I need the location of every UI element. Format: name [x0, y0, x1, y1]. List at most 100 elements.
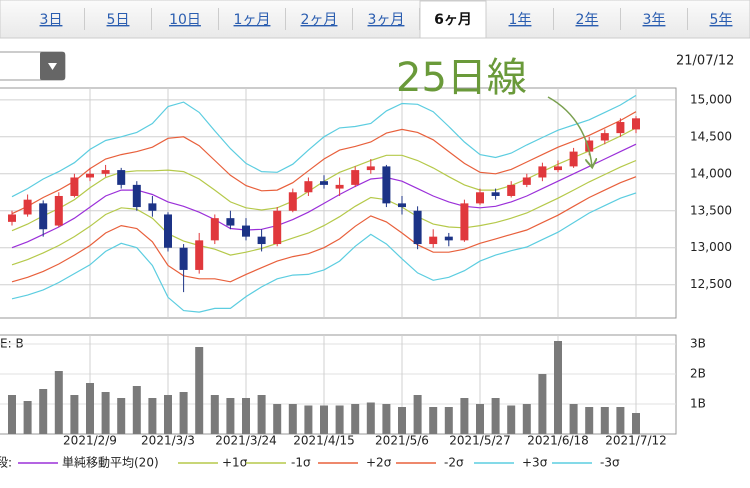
- dropdown-arrow: [48, 63, 57, 70]
- annotation-arrow: [547, 96, 592, 166]
- tab[interactable]: 5日: [107, 12, 130, 28]
- volume-bar: [413, 395, 422, 434]
- volume-bar: [507, 405, 516, 434]
- volume-bar: [117, 398, 126, 434]
- candle-body: [413, 210, 422, 245]
- band-line: [11, 176, 637, 283]
- legend-label: -2σ: [444, 456, 464, 470]
- tab[interactable]: 3日: [40, 12, 63, 28]
- candle-body: [460, 203, 469, 241]
- x-tick-label: 2021/5/6: [375, 434, 429, 448]
- volume-bar: [632, 413, 640, 434]
- candle-body: [101, 170, 110, 174]
- candle-body: [616, 122, 625, 134]
- candle-body: [491, 192, 500, 196]
- candle-body: [554, 166, 562, 171]
- candle-body: [429, 236, 438, 245]
- volume-bar: [210, 395, 219, 434]
- volume-bar: [242, 398, 250, 434]
- candle-body: [382, 166, 391, 204]
- candle-body: [273, 210, 282, 245]
- y-tick-label: 13,500: [690, 203, 732, 217]
- x-tick-label: 2021/4/15: [293, 434, 355, 448]
- volume-bar: [538, 374, 547, 434]
- y-tick-label: 12,500: [690, 277, 732, 291]
- candle-body: [23, 199, 32, 215]
- candle-body: [195, 240, 204, 270]
- band-line: [11, 143, 637, 249]
- candle-body: [569, 151, 578, 167]
- candle-body: [164, 214, 172, 248]
- volume-bar: [8, 395, 16, 434]
- volume-bar: [429, 407, 438, 434]
- active-tab: [419, 0, 487, 39]
- y-tick-label: 14,000: [690, 166, 732, 180]
- candle-body: [304, 181, 313, 193]
- candle-body: [507, 184, 516, 196]
- candle-body: [632, 118, 640, 130]
- y-tick-label: 13,000: [690, 240, 732, 254]
- y-tick-label: 14,500: [690, 129, 732, 143]
- candle-body: [148, 203, 157, 211]
- legend-label: +1σ: [222, 456, 248, 470]
- candle-body: [179, 247, 188, 270]
- volume-bar: [366, 402, 375, 434]
- candle-body: [117, 170, 126, 185]
- candle-body: [70, 177, 79, 196]
- candle-body: [86, 173, 94, 178]
- volume-bar: [522, 404, 531, 434]
- volume-bar: [273, 404, 282, 434]
- tab[interactable]: 6ヶ月: [434, 12, 472, 28]
- volume-bar: [351, 404, 360, 434]
- volume-bar: [476, 404, 484, 434]
- volume-bar: [320, 405, 328, 434]
- volume-bar: [398, 407, 406, 434]
- tab[interactable]: 5年: [710, 12, 733, 28]
- candle-body: [8, 214, 16, 222]
- tab[interactable]: 10日: [169, 12, 201, 28]
- date-label: 21/07/12: [676, 54, 734, 69]
- volume-bar: [382, 404, 391, 434]
- tab[interactable]: 1ヶ月: [234, 12, 271, 28]
- legend-label: 単純移動平均(20): [62, 456, 159, 470]
- volume-bar: [288, 404, 297, 434]
- volume-bar: [616, 407, 625, 434]
- candle-body: [335, 184, 344, 189]
- volume-bar: [101, 392, 110, 434]
- tab[interactable]: 2年: [576, 12, 599, 28]
- tab[interactable]: 3年: [643, 12, 666, 28]
- y-tick-label: 15,000: [690, 92, 732, 106]
- volume-bar: [132, 386, 141, 434]
- volume-bar: [491, 398, 500, 434]
- volume-bar: [195, 347, 204, 434]
- candle-body: [242, 225, 250, 237]
- candle-body: [210, 218, 219, 241]
- candle-body: [39, 203, 48, 230]
- y-tick-label: 3B: [690, 337, 706, 351]
- x-tick-label: 2021/3/24: [215, 434, 277, 448]
- x-tick-label: 2021/3/3: [141, 434, 195, 448]
- tab[interactable]: 3ヶ月: [368, 12, 405, 28]
- volume-bar: [70, 395, 79, 434]
- band-line: [11, 111, 637, 215]
- candle-body: [54, 195, 63, 226]
- legend-label: -3σ: [600, 456, 620, 470]
- tab[interactable]: 1年: [509, 12, 532, 28]
- candle-body: [132, 184, 141, 208]
- annotation: 25日線: [396, 55, 527, 101]
- legend-label: -1σ: [291, 456, 311, 470]
- volume-bar: [86, 383, 94, 434]
- volume-bar: [179, 392, 188, 434]
- tab[interactable]: 2ヶ月: [301, 12, 338, 28]
- tab-bar: [0, 0, 750, 39]
- tabs: 3日 5日 10日 1ヶ月 2ヶ月 3ヶ月 6ヶ月 1年 2年 3年 5年: [40, 0, 733, 39]
- volume-bar: [335, 405, 344, 434]
- volume-bar: [23, 401, 32, 434]
- volume-bar: [226, 398, 235, 434]
- candle-body: [226, 218, 235, 226]
- volume-bar: [257, 395, 266, 434]
- x-tick-label: 2021/6/18: [527, 434, 589, 448]
- band-line: [11, 94, 637, 198]
- band-line: [11, 192, 637, 313]
- volume-bar: [148, 398, 157, 434]
